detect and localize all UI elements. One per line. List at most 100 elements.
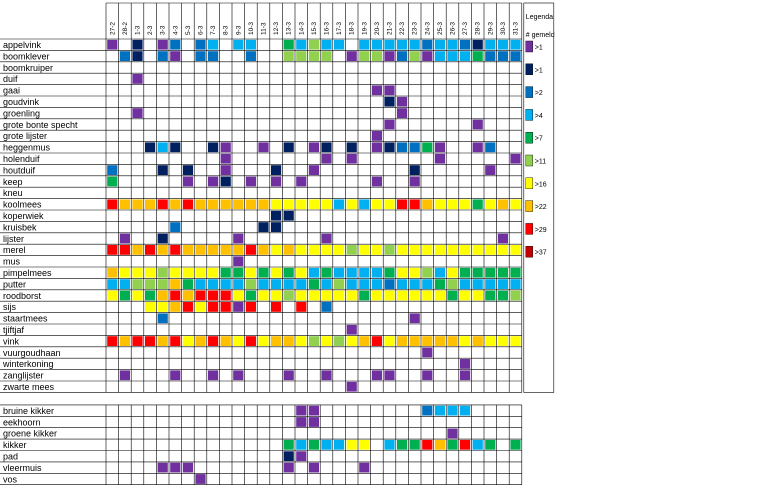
heatmap-cell <box>145 267 156 278</box>
heatmap-cell <box>371 85 382 96</box>
date-header: 31-3 <box>513 22 520 35</box>
heatmap-cell <box>371 245 382 255</box>
heatmap-cell <box>271 279 282 289</box>
heatmap-cell <box>107 245 118 255</box>
heatmap-cells <box>107 39 521 484</box>
heatmap-cell <box>409 313 420 324</box>
heatmap-cell <box>296 245 307 255</box>
heatmap-cell <box>271 245 282 255</box>
heatmap-cell <box>422 405 433 416</box>
heatmap-cell <box>485 245 496 255</box>
heatmap-cell <box>308 417 319 427</box>
species-label: keep <box>3 177 23 187</box>
heatmap-cell <box>170 39 181 50</box>
heatmap-cell <box>233 199 244 210</box>
heatmap-cell <box>346 336 357 346</box>
heatmap-cell <box>283 290 294 301</box>
heatmap-cell <box>434 39 445 50</box>
heatmap-cell <box>397 439 408 450</box>
heatmap-cell <box>397 199 408 210</box>
heatmap-cell <box>359 290 370 301</box>
heatmap-cell <box>157 267 168 278</box>
species-label: vink <box>3 336 20 346</box>
heatmap-cell <box>195 336 206 346</box>
heatmap-cell <box>359 51 370 61</box>
heatmap-cell <box>157 290 168 301</box>
heatmap-cell <box>170 302 181 312</box>
heatmap-cell <box>220 279 231 289</box>
species-label: staartmees <box>3 314 48 324</box>
heatmap-cell <box>359 267 370 278</box>
heatmap-cell <box>409 439 420 450</box>
date-header: 9-3 <box>235 25 242 35</box>
heatmap-cell <box>460 290 471 301</box>
heatmap-cell <box>434 153 445 164</box>
heatmap-cell <box>182 336 193 346</box>
heatmap-cell <box>346 51 357 61</box>
heatmap-cell <box>157 142 168 153</box>
heatmap-cell <box>157 51 168 61</box>
heatmap-cell <box>371 131 382 141</box>
heatmap-cell <box>132 290 143 301</box>
heatmap-cell <box>195 51 206 61</box>
heatmap-cell <box>460 279 471 289</box>
heatmap-cell <box>409 279 420 289</box>
heatmap-cell <box>170 142 181 153</box>
date-header: 27-2 <box>109 22 116 35</box>
heatmap-cell <box>283 199 294 210</box>
heatmap-cell <box>359 462 370 473</box>
heatmap-cell <box>472 199 483 210</box>
heatmap-cell <box>384 245 395 255</box>
heatmap-cell <box>384 119 395 130</box>
heatmap-cell <box>258 267 269 278</box>
heatmap-cell <box>346 279 357 289</box>
heatmap-cell <box>460 439 471 450</box>
heatmap-cell <box>321 267 332 278</box>
heatmap-cell <box>371 370 382 381</box>
heatmap-cell <box>384 96 395 107</box>
species-label: tjiftjaf <box>3 325 25 335</box>
heatmap-cell <box>182 290 193 301</box>
heatmap-cell <box>283 336 294 346</box>
heatmap-cell <box>485 39 496 50</box>
heatmap-cell <box>220 176 231 187</box>
heatmap-cell <box>245 199 256 210</box>
heatmap-cell <box>170 370 181 381</box>
legend-swatch <box>525 200 533 212</box>
legend-label: >16 <box>535 181 547 188</box>
heatmap-cell <box>485 267 496 278</box>
heatmap-cell <box>422 199 433 210</box>
date-header: 25-3 <box>437 22 444 35</box>
heatmap-cell <box>497 290 508 301</box>
date-header: 29-3 <box>487 22 494 35</box>
heatmap-cell <box>384 370 395 381</box>
heatmap-cell <box>208 336 219 346</box>
heatmap-cell <box>220 142 231 153</box>
heatmap-cell <box>334 279 345 289</box>
heatmap-cell <box>283 39 294 50</box>
heatmap-cell <box>422 290 433 301</box>
heatmap-cell <box>233 233 244 244</box>
heatmap-cell <box>397 96 408 107</box>
heatmap-cell <box>460 405 471 416</box>
heatmap-cell <box>359 39 370 50</box>
heatmap-cell <box>119 199 130 210</box>
heatmap-cell <box>460 267 471 278</box>
heatmap-cell <box>245 279 256 289</box>
heatmap-cell <box>346 439 357 450</box>
heatmap-cell <box>271 302 282 312</box>
heatmap-cell <box>233 370 244 381</box>
heatmap-cell <box>397 267 408 278</box>
species-label: goudvink <box>3 97 40 107</box>
heatmap-cell <box>321 290 332 301</box>
heatmap-cell <box>346 381 357 392</box>
legend-swatch <box>525 177 533 190</box>
date-header: 7-3 <box>210 25 217 35</box>
heatmap-cell <box>409 267 420 278</box>
species-label: vleermuis <box>3 463 42 473</box>
heatmap-cell <box>107 176 118 187</box>
legend-label: >1 <box>535 67 543 74</box>
heatmap-cell <box>472 39 483 50</box>
heatmap-cell <box>119 245 130 255</box>
species-label: pimpelmees <box>3 268 52 278</box>
